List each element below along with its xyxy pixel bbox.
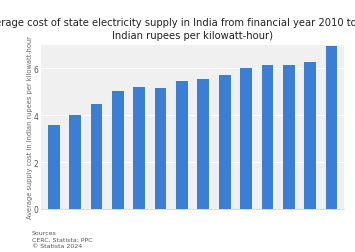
Bar [262,66,273,209]
Title: Average cost of state electricity supply in India from financial year 2010 to 20: Average cost of state electricity supply… [0,18,355,40]
Bar [176,82,188,209]
Bar [326,47,337,209]
Bar [48,126,60,209]
Bar [112,92,124,209]
Bar [91,104,102,209]
Bar [69,116,81,209]
Bar [304,62,316,209]
Text: Sources
CERC, Statista; PPC
© Statista 2024: Sources CERC, Statista; PPC © Statista 2… [32,230,92,248]
Bar [197,79,209,209]
Bar [155,89,166,209]
Bar [283,66,295,209]
Bar [133,88,145,209]
Y-axis label: Average supply cost in Indian rupees per kilowatt-hour: Average supply cost in Indian rupees per… [27,36,33,218]
Bar [219,76,230,209]
Bar [240,69,252,209]
